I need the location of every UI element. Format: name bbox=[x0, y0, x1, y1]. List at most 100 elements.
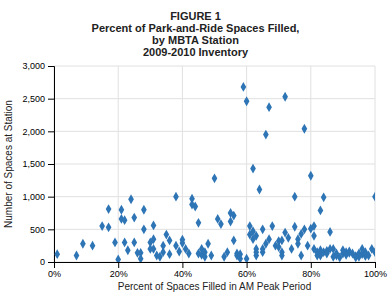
tick-label: 0% bbox=[48, 269, 61, 279]
point bbox=[269, 221, 275, 231]
tick: 1,000 bbox=[22, 192, 54, 202]
point bbox=[167, 236, 173, 246]
point bbox=[266, 102, 272, 112]
axis-line bbox=[55, 263, 376, 269]
point bbox=[131, 213, 137, 223]
tick-label: 3,000 bbox=[22, 61, 45, 71]
tick-mark bbox=[118, 262, 119, 268]
tick: 100% bbox=[364, 262, 387, 279]
point bbox=[302, 224, 308, 234]
point bbox=[372, 192, 375, 202]
point bbox=[125, 245, 131, 255]
tick: 0% bbox=[48, 262, 61, 279]
point bbox=[131, 237, 137, 247]
tick: 2,500 bbox=[22, 94, 54, 104]
point bbox=[253, 231, 259, 241]
point bbox=[99, 221, 105, 231]
point bbox=[186, 249, 192, 259]
title-line: by MBTA Station bbox=[152, 34, 239, 46]
point bbox=[237, 249, 243, 259]
point bbox=[241, 82, 247, 92]
point bbox=[244, 254, 250, 262]
point bbox=[279, 251, 285, 261]
tick-mark bbox=[48, 229, 54, 230]
point bbox=[298, 251, 304, 261]
point bbox=[151, 244, 157, 254]
title-line: 2009-2010 Inventory bbox=[143, 46, 249, 58]
point bbox=[302, 124, 308, 134]
tick-mark bbox=[48, 262, 54, 263]
tick-label: 0 bbox=[40, 257, 45, 267]
point bbox=[260, 224, 266, 234]
point bbox=[122, 237, 128, 247]
point bbox=[372, 247, 375, 257]
point bbox=[106, 204, 112, 214]
y-axis-title: Number of Spaces at Station bbox=[3, 100, 14, 228]
point bbox=[311, 231, 317, 241]
point bbox=[141, 205, 147, 215]
point bbox=[128, 194, 134, 204]
grid-line bbox=[54, 131, 375, 132]
grid-line bbox=[54, 66, 375, 67]
grid-line bbox=[54, 196, 375, 197]
point bbox=[244, 96, 250, 106]
title: FIGURE 1Percent of Park-and-Ride Spaces … bbox=[92, 10, 300, 58]
tick: 80% bbox=[302, 262, 320, 279]
point bbox=[106, 222, 112, 232]
tick-mark bbox=[182, 262, 183, 268]
tick-mark bbox=[48, 66, 54, 67]
point bbox=[160, 241, 166, 251]
x-axis-title: Percent of Spaces Filled in AM Peak Peri… bbox=[118, 281, 311, 292]
point bbox=[202, 247, 208, 257]
point bbox=[292, 192, 298, 202]
point bbox=[196, 218, 202, 228]
point bbox=[212, 173, 218, 183]
tick-mark bbox=[311, 262, 312, 268]
tick-label: 2,500 bbox=[22, 94, 45, 104]
point bbox=[279, 236, 285, 246]
points bbox=[54, 82, 375, 262]
point bbox=[282, 92, 288, 102]
tick: 2,000 bbox=[22, 127, 54, 137]
x-axis: 0% 20% 40% 60% 80% 100% bbox=[48, 262, 387, 279]
point bbox=[173, 192, 179, 202]
point bbox=[292, 222, 298, 232]
point bbox=[321, 192, 327, 202]
tick-label: 20% bbox=[110, 269, 128, 279]
tick: 20% bbox=[110, 262, 128, 279]
point bbox=[112, 237, 118, 247]
tick: 60% bbox=[238, 262, 256, 279]
grid-line bbox=[54, 98, 375, 99]
tick: 1,500 bbox=[22, 159, 54, 169]
title-line: Percent of Park-and-Ride Spaces Filled, bbox=[92, 22, 300, 34]
tick-mark bbox=[48, 164, 54, 165]
point bbox=[266, 234, 272, 244]
point bbox=[115, 254, 121, 262]
point bbox=[327, 227, 333, 237]
point bbox=[218, 219, 224, 229]
y-axis: 05001,0001,5002,0002,5003,000 bbox=[22, 61, 54, 267]
point bbox=[141, 224, 147, 234]
point bbox=[289, 244, 295, 254]
point bbox=[285, 233, 291, 243]
tick-label: 60% bbox=[238, 269, 256, 279]
tick-label: 40% bbox=[174, 269, 192, 279]
tick-mark bbox=[48, 131, 54, 132]
point bbox=[308, 171, 314, 181]
point bbox=[295, 239, 301, 249]
tick: 0 bbox=[40, 257, 54, 267]
title-line: FIGURE 1 bbox=[170, 10, 221, 22]
tick-mark bbox=[247, 262, 248, 268]
point bbox=[80, 239, 86, 249]
point bbox=[151, 234, 157, 244]
point bbox=[263, 130, 269, 140]
tick-label: 1,000 bbox=[22, 192, 45, 202]
tick-label: 80% bbox=[302, 269, 320, 279]
point bbox=[151, 220, 157, 230]
tick-label: 2,000 bbox=[22, 127, 45, 137]
point bbox=[231, 211, 237, 221]
point bbox=[253, 247, 259, 257]
tick-mark bbox=[375, 262, 376, 268]
point bbox=[54, 249, 60, 259]
chart: FIGURE 1Percent of Park-and-Ride Spaces … bbox=[0, 0, 391, 296]
